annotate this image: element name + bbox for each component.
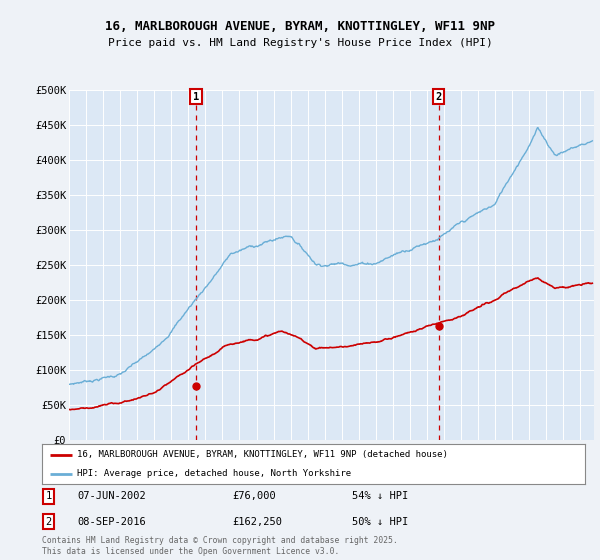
Text: 07-JUN-2002: 07-JUN-2002 <box>77 491 146 501</box>
Text: 1: 1 <box>46 491 52 501</box>
Text: 50% ↓ HPI: 50% ↓ HPI <box>352 517 408 526</box>
Text: 1: 1 <box>193 92 199 101</box>
Text: 16, MARLBOROUGH AVENUE, BYRAM, KNOTTINGLEY, WF11 9NP: 16, MARLBOROUGH AVENUE, BYRAM, KNOTTINGL… <box>105 20 495 32</box>
Text: Price paid vs. HM Land Registry's House Price Index (HPI): Price paid vs. HM Land Registry's House … <box>107 38 493 48</box>
Text: £162,250: £162,250 <box>232 517 282 526</box>
Text: 08-SEP-2016: 08-SEP-2016 <box>77 517 146 526</box>
Text: 16, MARLBOROUGH AVENUE, BYRAM, KNOTTINGLEY, WF11 9NP (detached house): 16, MARLBOROUGH AVENUE, BYRAM, KNOTTINGL… <box>77 450 448 459</box>
Text: Contains HM Land Registry data © Crown copyright and database right 2025.
This d: Contains HM Land Registry data © Crown c… <box>42 536 398 556</box>
Text: 54% ↓ HPI: 54% ↓ HPI <box>352 491 408 501</box>
Text: 2: 2 <box>436 92 442 101</box>
Text: 2: 2 <box>46 517 52 526</box>
Text: HPI: Average price, detached house, North Yorkshire: HPI: Average price, detached house, Nort… <box>77 469 352 478</box>
Text: £76,000: £76,000 <box>232 491 276 501</box>
